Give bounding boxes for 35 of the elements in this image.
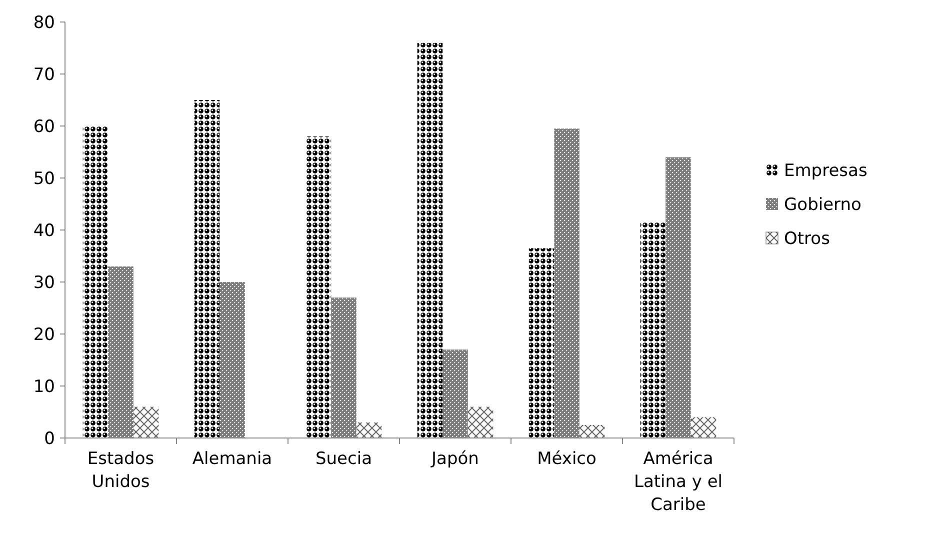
x-tick-label: América Latina y el Caribe bbox=[634, 449, 723, 515]
x-tick-label: Estados Unidos bbox=[87, 449, 154, 492]
bar bbox=[690, 417, 716, 438]
x-tick-label: Alemania bbox=[192, 449, 272, 469]
bar bbox=[666, 157, 691, 438]
bar bbox=[220, 282, 245, 438]
bar bbox=[306, 136, 332, 438]
legend-label: Gobierno bbox=[784, 194, 862, 215]
bar bbox=[108, 266, 134, 438]
y-tick-label: 50 bbox=[33, 168, 55, 189]
bar bbox=[82, 126, 108, 438]
x-tick-label: México bbox=[537, 449, 596, 469]
bar bbox=[468, 406, 494, 438]
bar bbox=[640, 222, 666, 438]
bar bbox=[356, 422, 382, 438]
bar bbox=[528, 248, 554, 438]
bar bbox=[442, 350, 468, 438]
y-tick-label: 0 bbox=[44, 428, 55, 449]
bar bbox=[554, 128, 580, 438]
x-tick-label: Japón bbox=[430, 449, 479, 469]
y-tick-label: 60 bbox=[33, 116, 55, 137]
bar bbox=[579, 425, 605, 438]
y-tick-label: 40 bbox=[33, 220, 55, 241]
y-tick-label: 10 bbox=[33, 376, 55, 397]
bar bbox=[133, 406, 159, 438]
y-tick-label: 80 bbox=[33, 12, 55, 33]
y-tick-label: 20 bbox=[33, 324, 55, 345]
y-tick-label: 30 bbox=[33, 272, 55, 293]
legend-label: Otros bbox=[784, 228, 830, 249]
bar bbox=[417, 42, 443, 438]
bar bbox=[331, 298, 356, 438]
bar bbox=[194, 100, 220, 438]
x-tick-label: Suecia bbox=[315, 449, 372, 469]
legend-label: Empresas bbox=[784, 160, 868, 181]
y-tick-label: 70 bbox=[33, 64, 55, 85]
